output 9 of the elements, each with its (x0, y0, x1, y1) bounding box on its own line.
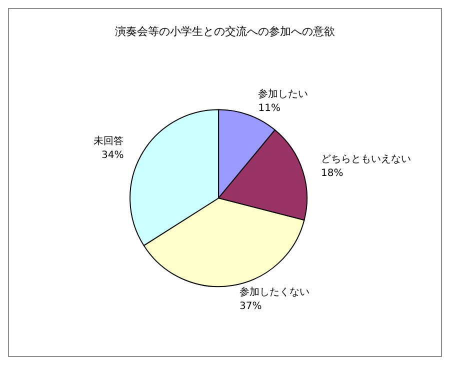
slice-label: 未回答 (94, 135, 124, 148)
slice-label: 参加したい (258, 88, 308, 100)
slice-label: どちらともいえない (320, 154, 411, 165)
data-label: 34% (101, 150, 124, 162)
data-label: 37% (240, 300, 262, 312)
data-label: 18% (320, 168, 344, 179)
chart-title: 演奏会等の小学生との交流への参加への意欲 (115, 25, 335, 38)
slice-label: 参加したくない (240, 286, 310, 298)
data-label: 11% (258, 103, 280, 114)
